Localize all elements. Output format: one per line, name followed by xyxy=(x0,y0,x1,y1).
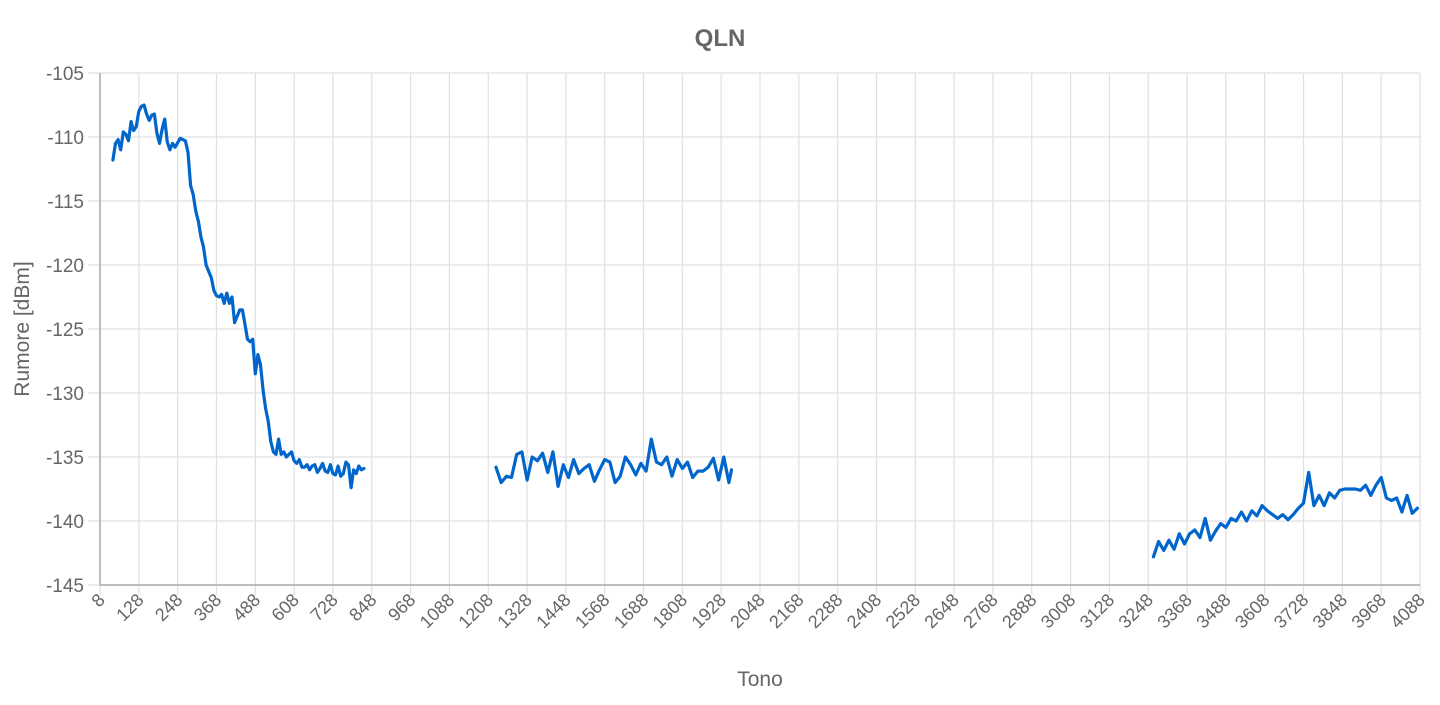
x-axis-title: Tono xyxy=(737,668,783,691)
x-tick-label: 968 xyxy=(384,590,419,625)
x-tick-label: 1088 xyxy=(416,590,458,632)
qln-line-segment xyxy=(111,103,366,490)
y-tick-label: -105 xyxy=(46,64,84,85)
y-tick-label: -125 xyxy=(46,320,84,341)
qln-line-segment xyxy=(1151,470,1419,559)
x-tick-label: 3488 xyxy=(1192,590,1234,632)
y-tick-label: -145 xyxy=(46,576,84,597)
y-tick-label: -115 xyxy=(47,192,84,213)
grid xyxy=(88,72,1421,595)
x-tick-label: 1928 xyxy=(688,590,730,632)
x-tick-label: 3848 xyxy=(1309,590,1351,632)
x-tick-label: 2168 xyxy=(765,590,807,632)
x-tick-label: 3008 xyxy=(1037,590,1079,632)
x-axis-ticks: 8 128 248 368 488 608 728 848 968108812081328144… xyxy=(88,590,1429,632)
y-tick-label: -130 xyxy=(46,384,84,405)
x-tick-label: 2768 xyxy=(959,590,1001,632)
y-axis-ticks: -105 -110 -115 -120 -125 -130 -135 -140 -145 xyxy=(46,64,84,597)
x-tick-label: 2048 xyxy=(726,590,768,632)
x-tick-label: 608 xyxy=(268,590,303,625)
x-tick-label: 2288 xyxy=(804,590,846,632)
y-axis-title: Rumore [dBm] xyxy=(11,261,34,396)
x-tick-label: 368 xyxy=(190,590,225,625)
x-tick-label: 3248 xyxy=(1115,590,1157,632)
x-tick-label: 2648 xyxy=(920,590,962,632)
x-tick-label: 248 xyxy=(151,590,186,625)
y-tick-label: -135 xyxy=(46,448,84,469)
x-tick-label: 3728 xyxy=(1270,590,1312,632)
x-tick-label: 728 xyxy=(306,590,341,625)
x-tick-label: 1688 xyxy=(610,590,652,632)
y-tick-label: -120 xyxy=(46,256,84,277)
series-qln xyxy=(111,103,1419,559)
x-tick-label: 128 xyxy=(112,590,147,625)
qln-line-segment xyxy=(494,437,734,488)
x-tick-label: 4088 xyxy=(1386,590,1428,632)
x-tick-label: 2408 xyxy=(843,590,885,632)
x-tick-label: 1568 xyxy=(571,590,613,632)
x-tick-label: 8 xyxy=(88,590,109,611)
x-tick-label: 2528 xyxy=(882,590,924,632)
x-tick-label: 1328 xyxy=(493,590,535,632)
x-tick-label: 1208 xyxy=(455,590,497,632)
y-tick-label: -140 xyxy=(46,512,84,533)
x-tick-label: 3608 xyxy=(1231,590,1273,632)
y-tick-label: -110 xyxy=(47,128,84,149)
x-tick-label: 1808 xyxy=(649,590,691,632)
x-tick-label: 3368 xyxy=(1153,590,1195,632)
x-tick-label: 3128 xyxy=(1076,590,1118,632)
chart-title: QLN xyxy=(695,25,746,52)
x-tick-label: 3968 xyxy=(1348,590,1390,632)
x-tick-label: 2888 xyxy=(998,590,1040,632)
x-tick-label: 1448 xyxy=(532,590,574,632)
x-tick-label: 848 xyxy=(345,590,380,625)
x-tick-label: 488 xyxy=(229,590,264,625)
